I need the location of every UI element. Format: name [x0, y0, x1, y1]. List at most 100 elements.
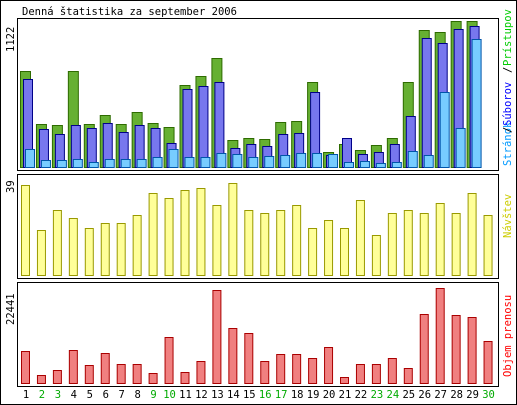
pages-bar [121, 160, 130, 168]
day-label: 10 [163, 389, 176, 401]
visits-bar [484, 216, 492, 276]
day-label: 24 [387, 389, 400, 401]
day-label: 30 [482, 389, 495, 401]
volume-bar [468, 318, 476, 384]
visits-bar [372, 236, 380, 276]
pages-bar [360, 162, 369, 168]
pages-bar [233, 155, 242, 168]
day-label: 20 [323, 389, 336, 401]
visits-bar [404, 211, 412, 276]
volume-bar [22, 352, 30, 384]
visits-bar [436, 204, 444, 276]
volume-bar [117, 365, 125, 384]
day-label: 7 [119, 389, 125, 401]
visits-bar [277, 211, 285, 276]
pages-bar [424, 156, 433, 168]
panel1-max-label: 1122 [5, 27, 17, 52]
files-bar [199, 87, 208, 168]
day-label: 3 [55, 389, 61, 401]
volume-bar [309, 359, 317, 384]
volume-bar [484, 342, 492, 384]
day-label: 13 [211, 389, 224, 401]
chart-title: Denná štatistika za september 2006 [22, 6, 237, 18]
pages-bar [408, 152, 417, 168]
visits-bar [309, 229, 317, 276]
pages-bar [169, 150, 178, 168]
day-label: 12 [195, 389, 208, 401]
pages-bar [201, 158, 210, 168]
pages-bar [440, 93, 449, 168]
volume-bar [37, 376, 45, 384]
pages-bar [345, 163, 354, 168]
visits-bar [85, 229, 93, 276]
volume-bar [69, 351, 77, 384]
pages-bar [217, 154, 226, 168]
legend-sep-1: / [502, 127, 514, 133]
visits-bar [37, 231, 45, 276]
legend-sep-2: / [502, 67, 514, 73]
pages-bar [41, 161, 50, 168]
volume-bar [53, 371, 61, 384]
day-label: 1 [23, 389, 29, 401]
volume-bar [372, 365, 380, 384]
day-label: 14 [227, 389, 240, 401]
visits-bar [213, 206, 221, 276]
volume-bar [261, 362, 269, 384]
volume-bar [420, 315, 428, 384]
legend-hits: Prístupov [502, 9, 514, 66]
volume-bar [85, 366, 93, 384]
day-label: 16 [259, 389, 272, 401]
volume-bar [341, 378, 349, 384]
day-label: 25 [402, 389, 415, 401]
day-label: 27 [434, 389, 447, 401]
visits-bar [245, 211, 253, 276]
pages-bar [73, 160, 82, 168]
day-label: 21 [339, 389, 352, 401]
volume-bar [229, 329, 237, 384]
files-bar [87, 129, 96, 168]
visits-bar [101, 224, 109, 276]
pages-bar [329, 155, 338, 168]
volume-bar [101, 354, 109, 384]
visits-bar [69, 219, 77, 276]
pages-bar [265, 157, 274, 168]
files-bar [422, 39, 431, 168]
pages-bar [137, 160, 146, 168]
pages-bar [185, 158, 194, 168]
day-label: 15 [243, 389, 256, 401]
visits-bar [341, 229, 349, 276]
legend-visits: Návštev [502, 194, 514, 238]
legend-volume: Objem prenosu [502, 295, 514, 377]
visits-bar [197, 189, 205, 276]
day-label: 26 [418, 389, 431, 401]
visits-bar [181, 191, 189, 276]
volume-bar [165, 338, 173, 384]
pages-bar [153, 158, 162, 168]
day-label: 29 [466, 389, 479, 401]
pages-bar [313, 154, 322, 168]
volume-bar [133, 365, 141, 384]
volume-bar [197, 362, 205, 384]
day-label: 4 [71, 389, 77, 401]
day-label: 19 [307, 389, 320, 401]
day-label: 23 [371, 389, 384, 401]
files-bar [183, 90, 192, 168]
volume-bar [356, 365, 364, 384]
visits-bar [229, 184, 237, 276]
visits-bar [356, 201, 364, 276]
pages-bar [472, 40, 481, 168]
volume-bar [325, 348, 333, 384]
volume-bar [388, 359, 396, 384]
day-label: 18 [291, 389, 304, 401]
volume-bar [452, 316, 460, 384]
visits-bar [420, 214, 428, 276]
day-label: 11 [179, 389, 192, 401]
day-label: 5 [87, 389, 93, 401]
visits-bar [53, 211, 61, 276]
volume-bar [245, 334, 253, 384]
volume-bar [293, 355, 301, 384]
pages-bar [456, 129, 465, 168]
visits-bar [293, 206, 301, 276]
